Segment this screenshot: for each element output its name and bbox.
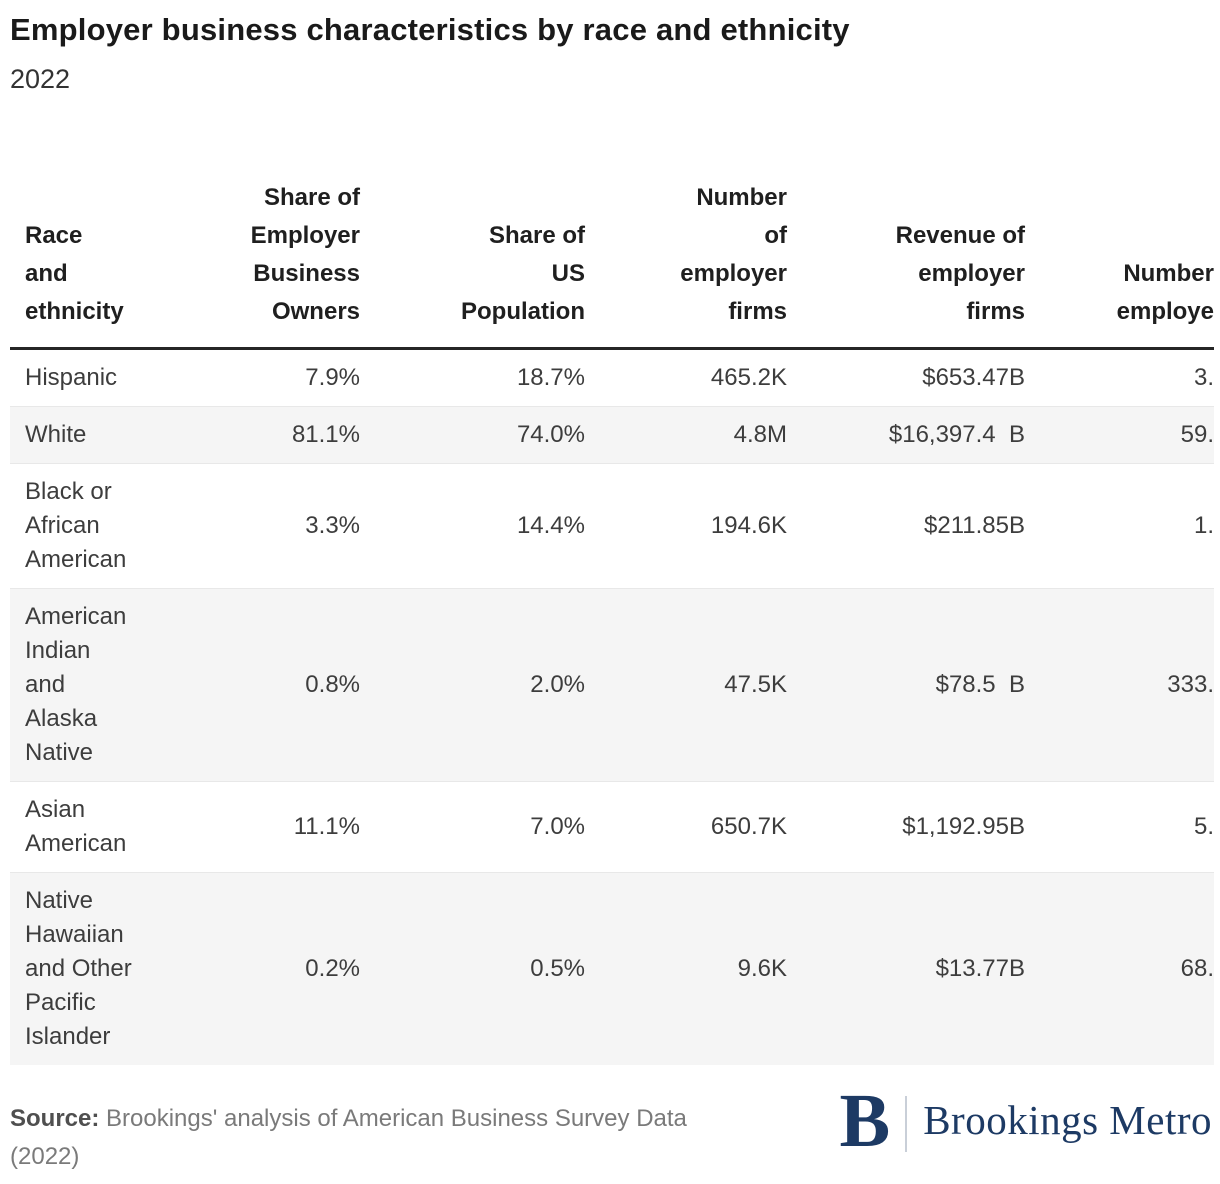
share-population-cell: 14.4% — [360, 463, 585, 589]
employed-cell-clipped: 333. — [1025, 588, 1214, 782]
number-firms-cell: 650.7K — [585, 781, 787, 873]
revenue-cell: $653.47B — [922, 364, 1025, 391]
share-owners-cell: 3.3% — [240, 463, 360, 589]
race-cell: Native Hawaiian and Other Pacific Island… — [10, 872, 240, 1065]
share-population-cell: 18.7% — [516, 364, 585, 391]
table-row-hispanic: Hispanic 7.9% 18.7% 465.2K $653.47B 3. — [10, 349, 1214, 407]
logo-wordmark: Brookings Metro — [923, 1097, 1212, 1143]
col-header-share-population: Share of US Population — [360, 179, 585, 350]
logo-divider — [905, 1096, 908, 1152]
share-owners-cell: 81.1% — [240, 406, 360, 464]
race-cell: Black or African American — [10, 463, 240, 589]
number-firms-cell: 47.5K — [585, 588, 787, 782]
race-cell: Hispanic — [25, 364, 118, 391]
race-cell: Asian American — [10, 781, 240, 873]
employed-cell-clipped: 1. — [1025, 463, 1214, 589]
revenue-cell: $78.5 B — [787, 588, 1025, 782]
share-population-cell: 74.0% — [360, 406, 585, 464]
share-owners-cell: 0.8% — [240, 588, 360, 782]
source-note: Source: Brookings' analysis of American … — [10, 1100, 687, 1176]
employed-cell-clipped: 3. — [1193, 364, 1214, 391]
page-title: Employer business characteristics by rac… — [10, 12, 850, 47]
revenue-cell: $211.85B — [787, 463, 1025, 589]
number-firms-cell: 194.6K — [585, 463, 787, 589]
data-table: Race and ethnicity Share of Employer Bus… — [10, 179, 1214, 1065]
revenue-cell: $1,192.95B — [787, 781, 1025, 873]
number-firms-cell: 465.2K — [710, 364, 787, 391]
col-header-race-ethnicity: Race and ethnicity — [10, 179, 240, 350]
col-header-revenue-firms: Revenue of employer firms — [787, 179, 1025, 350]
source-line-2: (2022) — [10, 1143, 80, 1170]
race-cell: American Indian and Alaska Native — [10, 588, 240, 782]
source-text: Brookings' analysis of American Business… — [106, 1105, 687, 1132]
employed-cell-clipped: 68. — [1025, 872, 1214, 1065]
table-row-white: White 81.1% 74.0% 4.8M $16,397.4 B 59. — [10, 406, 1214, 464]
page-subtitle: 2022 — [10, 64, 71, 94]
table-row-native-hawaiian-pacific-islander: Native Hawaiian and Other Pacific Island… — [10, 872, 1214, 1065]
header-row: Race and ethnicity Share of Employer Bus… — [10, 179, 1214, 350]
race-cell: White — [10, 406, 240, 464]
table-row-american-indian-alaska-native: American Indian and Alaska Native 0.8% 2… — [10, 588, 1214, 782]
brookings-b-icon: B — [839, 1079, 891, 1163]
source-label: Source: — [10, 1105, 100, 1132]
table-row-black-african-american: Black or African American 3.3% 14.4% 194… — [10, 463, 1214, 589]
table-header: Race and ethnicity Share of Employer Bus… — [10, 179, 1214, 350]
table-body: Hispanic 7.9% 18.7% 465.2K $653.47B 3. W… — [10, 349, 1214, 1065]
employed-cell-clipped: 59. — [1025, 406, 1214, 464]
share-owners-cell: 0.2% — [240, 872, 360, 1065]
revenue-cell: $13.77B — [787, 872, 1025, 1065]
col-header-number-employed-clipped: Number employe — [1025, 179, 1214, 350]
number-firms-cell: 9.6K — [585, 872, 787, 1065]
revenue-cell: $16,397.4 B — [787, 406, 1025, 464]
share-owners-cell: 11.1% — [240, 781, 360, 873]
table-row-asian-american: Asian American 11.1% 7.0% 650.7K $1,192.… — [10, 781, 1214, 873]
data-table-container: Race and ethnicity Share of Employer Bus… — [10, 179, 1214, 1065]
col-header-number-firms: Number of employer firms — [585, 179, 787, 350]
share-owners-cell: 7.9% — [305, 364, 360, 391]
number-firms-cell: 4.8M — [585, 406, 787, 464]
share-population-cell: 0.5% — [360, 872, 585, 1065]
col-header-share-owners: Share of Employer Business Owners — [240, 179, 360, 350]
source-line-1: Source: Brookings' analysis of American … — [10, 1100, 687, 1138]
share-population-cell: 7.0% — [360, 781, 585, 873]
brookings-metro-logo: B Brookings Metro — [840, 1083, 1213, 1160]
share-population-cell: 2.0% — [360, 588, 585, 782]
employed-cell-clipped: 5. — [1025, 781, 1214, 873]
